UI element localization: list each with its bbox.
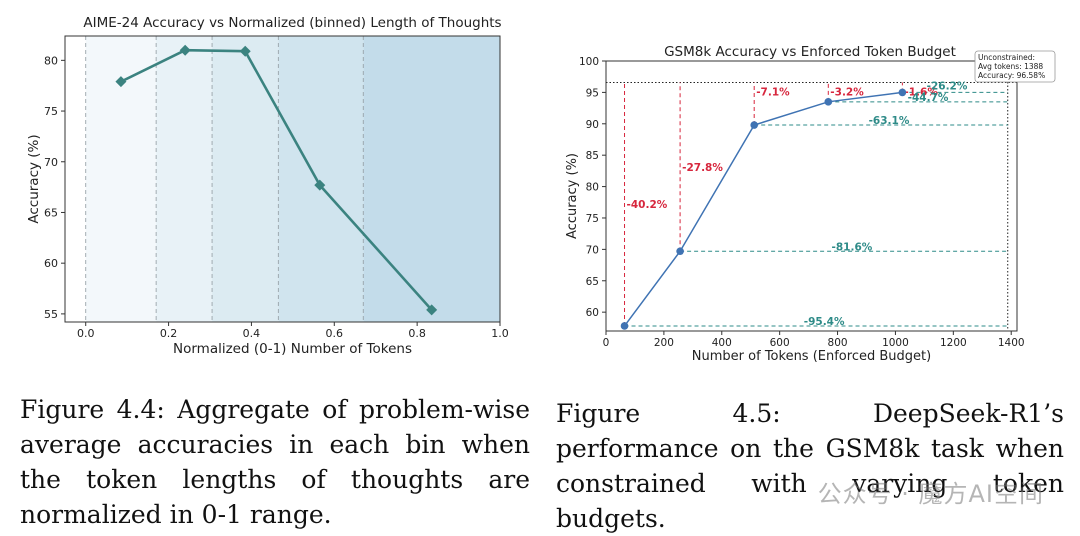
data-point bbox=[750, 121, 758, 129]
y-tick-label: 65 bbox=[44, 206, 58, 219]
unconstrained-legend-text: Avg tokens: 1388 bbox=[978, 62, 1043, 71]
data-point bbox=[115, 76, 127, 88]
unconstrained-legend-text: Unconstrained: bbox=[978, 53, 1035, 62]
y-tick-label: 70 bbox=[44, 156, 58, 169]
x-tick-label: 400 bbox=[712, 337, 732, 349]
accuracy-drop-label: -7.1% bbox=[756, 86, 790, 98]
bin-shade bbox=[212, 36, 279, 322]
data-point bbox=[898, 88, 907, 97]
x-tick-label: 1200 bbox=[940, 337, 967, 349]
y-tick-label: 60 bbox=[44, 257, 58, 270]
data-point bbox=[179, 44, 191, 56]
y-axis-label: Accuracy (%) bbox=[565, 153, 580, 239]
accuracy-drop-label: -3.2% bbox=[830, 86, 864, 98]
y-tick-label: 80 bbox=[586, 182, 599, 194]
x-tick-label: 800 bbox=[828, 337, 848, 349]
bin-shade bbox=[363, 36, 500, 322]
y-tick-label: 85 bbox=[586, 150, 599, 162]
y-tick-label: 55 bbox=[44, 308, 58, 321]
gsm8k-budget-chart: -40.2% -27.8% -7.1% -3.2% -1.6% -95.4% -81.6% -… bbox=[565, 44, 1056, 364]
y-axis-label: Accuracy (%) bbox=[26, 134, 42, 223]
x-tick-label: 1.0 bbox=[491, 327, 509, 340]
figure-4-5-caption: Figure 4.5: DeepSeek-R1’s performance on… bbox=[556, 399, 1064, 533]
plot-background bbox=[606, 61, 1017, 331]
y-tick-label: 60 bbox=[586, 307, 599, 319]
data-point bbox=[676, 247, 684, 256]
chart-title: AIME-24 Accuracy vs Normalized (binned) … bbox=[83, 15, 501, 31]
accuracy-drop-label: -40.2% bbox=[627, 199, 668, 211]
x-tick-label: 0.4 bbox=[243, 327, 261, 340]
x-axis-label: Number of Tokens (Enforced Budget) bbox=[692, 349, 931, 364]
y-tick-label: 65 bbox=[586, 276, 599, 288]
token-drop-label: -63.1% bbox=[869, 115, 910, 127]
unconstrained-legend-text: Accuracy: 96.58% bbox=[978, 71, 1045, 80]
x-tick-label: 0 bbox=[603, 337, 610, 349]
token-drop-label: -95.4% bbox=[804, 316, 845, 328]
figure-4-4-caption: Figure 4.4: Aggregate of problem-wise av… bbox=[20, 395, 530, 529]
x-tick-label: 0.0 bbox=[77, 327, 95, 340]
bin-shade bbox=[156, 36, 213, 322]
y-tick-label: 75 bbox=[44, 105, 58, 118]
y-tick-label: 75 bbox=[586, 213, 599, 225]
bin-shade bbox=[278, 36, 364, 322]
data-point bbox=[620, 322, 629, 330]
token-drop-label: -44.7% bbox=[908, 92, 949, 104]
x-tick-label: 1000 bbox=[882, 337, 909, 349]
unconstrained-legend-box bbox=[974, 50, 1056, 83]
y-tick-label: 70 bbox=[586, 244, 599, 256]
x-axis-label: Normalized (0-1) Number of Tokens bbox=[173, 341, 412, 357]
x-tick-label: 600 bbox=[770, 337, 790, 349]
y-tick-label: 95 bbox=[586, 87, 599, 99]
data-point bbox=[239, 45, 251, 57]
accuracy-drop-label: -1.6% bbox=[904, 86, 938, 98]
watermark: 公众号 · 魔方AI空间 bbox=[817, 480, 1044, 508]
aime-accuracy-chart: 0.0 0.2 0.4 0.6 0.8 1.0 55 60 65 70 75 80 AIME-24 Ac… bbox=[26, 15, 509, 357]
y-tick-label: 80 bbox=[44, 54, 58, 67]
x-tick-label: 0.2 bbox=[160, 327, 178, 340]
token-drop-label: -81.6% bbox=[832, 241, 873, 253]
x-tick-label: 1400 bbox=[998, 337, 1025, 349]
data-point bbox=[824, 98, 833, 106]
data-point bbox=[426, 304, 438, 316]
x-tick-label: 200 bbox=[654, 337, 674, 349]
x-tick-label: 0.6 bbox=[326, 327, 344, 340]
token-drop-label: -26.2% bbox=[927, 80, 968, 92]
chart-title: GSM8k Accuracy vs Enforced Token Budget bbox=[664, 44, 956, 60]
plot-frame bbox=[605, 60, 1018, 332]
data-point bbox=[314, 179, 326, 191]
y-tick-label: 100 bbox=[579, 56, 599, 68]
accuracy-drop-label: -27.8% bbox=[682, 162, 723, 174]
x-tick-label: 0.8 bbox=[408, 327, 426, 340]
plot-frame bbox=[64, 35, 501, 323]
y-tick-label: 90 bbox=[586, 119, 599, 131]
